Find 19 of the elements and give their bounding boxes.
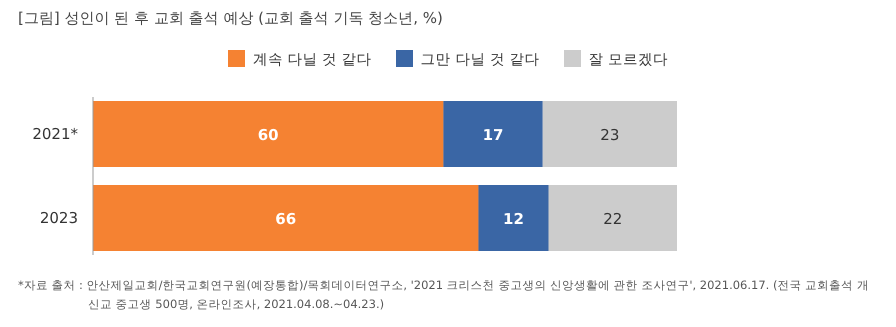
- legend-label: 그만 다닐 것 같다: [420, 51, 540, 69]
- chart-title: [그림] 성인이 된 후 교회 출석 예상 (교회 출석 기독 청소년, %): [18, 9, 443, 28]
- y-tick-label: 2023: [40, 209, 78, 227]
- data-label: 12: [503, 210, 524, 228]
- bar: [478, 185, 549, 251]
- data-label: 66: [275, 210, 296, 228]
- bar: [93, 101, 444, 167]
- data-label: 22: [603, 210, 622, 228]
- legend-label: 잘 모르겠다: [588, 51, 668, 69]
- y-tick-label: 2021*: [32, 125, 78, 143]
- bar: [443, 101, 543, 167]
- legend-label: 계속 다닐 것 같다: [252, 51, 372, 69]
- text: *자료 출처 : 안산제일교회/한국교회연구원(예장통합)/목회데이터연구소, '2021 크리스천 중고생의 신앙생활에 관한 조사연구', 2021.06.17. (전국 교회출석 개신교 중고생 500명, 온라인조사, 2021.04.08.~04.23.): [18, 277, 870, 313]
- data-label: 17: [482, 126, 504, 144]
- bar: [542, 101, 677, 167]
- data-label: 23: [600, 126, 620, 144]
- data-label: 60: [258, 126, 279, 144]
- bar: [93, 185, 478, 251]
- bar: [548, 185, 677, 251]
